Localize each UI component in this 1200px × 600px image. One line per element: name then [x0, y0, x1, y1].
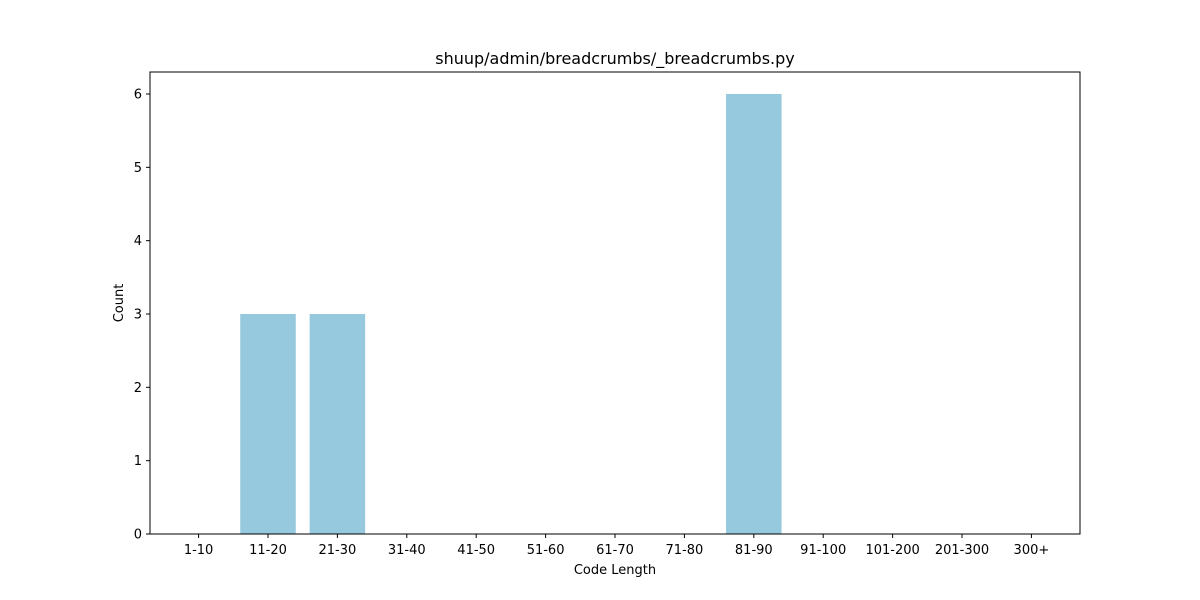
- x-tick-label: 300+: [1014, 543, 1050, 558]
- bar-21-30: [309, 314, 366, 534]
- bar-81-90: [726, 94, 782, 534]
- chart-title: shuup/admin/breadcrumbs/_breadcrumbs.py: [435, 49, 795, 69]
- x-tick-label: 91-100: [800, 543, 846, 558]
- y-tick-label: 5: [134, 161, 142, 176]
- x-axis-label: Code Length: [574, 563, 656, 578]
- x-tick-label: 31-40: [388, 543, 426, 558]
- x-tick-label: 81-90: [735, 543, 773, 558]
- x-tick-label: 51-60: [527, 543, 565, 558]
- y-axis-label: Count: [112, 284, 127, 323]
- x-tick-label: 11-20: [249, 543, 287, 558]
- x-tick-label: 61-70: [596, 543, 634, 558]
- y-tick-label: 3: [134, 308, 142, 323]
- y-tick-label: 6: [134, 88, 142, 103]
- x-tick-label: 201-300: [935, 543, 989, 558]
- bar-11-20: [240, 314, 296, 534]
- x-axis: 1-10 11-20 21-30 31-40 41-50 51-60 61-70 71-80 8…: [184, 534, 1049, 558]
- x-tick-label: 71-80: [666, 543, 704, 558]
- bars-group: [240, 94, 782, 534]
- y-tick-label: 2: [134, 381, 142, 396]
- y-axis: 0 1 2 3 4 5 6: [134, 88, 150, 543]
- x-tick-label: 1-10: [184, 543, 214, 558]
- x-tick-label: 101-200: [865, 543, 919, 558]
- y-tick-label: 0: [134, 528, 142, 543]
- x-tick-label: 21-30: [318, 543, 356, 558]
- x-tick-label: 41-50: [457, 543, 495, 558]
- y-tick-label: 4: [134, 234, 142, 249]
- y-tick-label: 1: [134, 454, 142, 469]
